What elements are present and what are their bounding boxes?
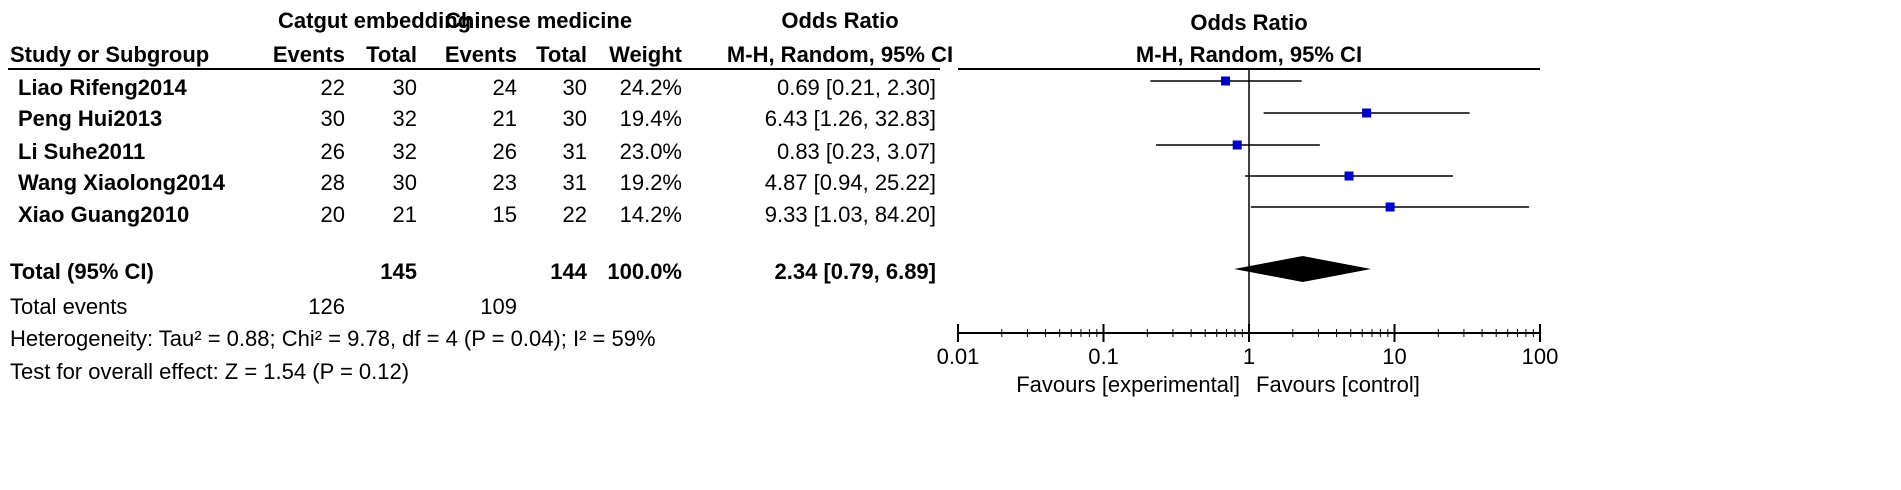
study-name: Li Suhe2011 [18,139,146,164]
total1-cell: 21 [392,202,417,227]
total-events2-cell: 109 [480,294,517,319]
total2-cell: 22 [562,202,587,227]
header-underline [8,68,940,70]
favours-left-label: Favours [experimental] [1016,372,1240,397]
point-estimate-marker [1232,140,1242,150]
x-tick-label: 1 [1243,344,1255,369]
overall-effect-text: Test for overall effect: Z = 1.54 (P = 0… [10,359,410,384]
events1-cell: 30 [320,106,345,131]
total2-cell: 30 [562,106,587,131]
study-name: Xiao Guang2010 [18,202,190,227]
events1-cell: 28 [320,170,345,195]
study-name: Peng Hui2013 [18,106,163,131]
ci-cell: 0.69 [0.21, 2.30] [776,75,936,100]
col-weight-header: Weight [609,42,682,67]
plot-title: Odds Ratio [1190,10,1307,35]
events2-cell: 24 [492,75,517,100]
point-estimate-marker [1362,108,1372,118]
events2-cell: 23 [492,170,517,195]
total1-cell: 30 [392,75,417,100]
total-ci-cell: 2.34 [0.79, 6.89] [774,259,936,284]
x-tick-label: 10 [1382,344,1406,369]
weight-cell: 24.2% [619,75,682,100]
weight-cell: 14.2% [619,202,682,227]
x-tick-label: 0.01 [937,344,980,369]
or-table-header: Odds Ratio [781,8,899,33]
col-study-header: Study or Subgroup [10,42,210,67]
total2-cell: 30 [562,75,587,100]
group1-header: Catgut embedding [278,8,472,33]
events2-cell: 26 [492,139,517,164]
col-events2-header: Events [444,42,517,67]
total-label: Total (95% CI) [10,259,154,284]
ci-cell: 4.87 [0.94, 25.22] [764,170,936,195]
heterogeneity-text: Heterogeneity: Tau² = 0.88; Chi² = 9.78,… [10,326,656,351]
total2-cell: 144 [550,259,587,284]
study-name: Liao Rifeng2014 [18,75,187,100]
ci-cell: 0.83 [0.23, 3.07] [776,139,936,164]
x-tick-label: 100 [1522,344,1559,369]
weight-cell: 19.2% [619,170,682,195]
ci-cell: 9.33 [1.03, 84.20] [764,202,936,227]
group2-header: Chinese medicine [445,8,633,33]
col-events1-header: Events [272,42,345,67]
total2-cell: 31 [562,170,587,195]
col-total2-header: Total [536,42,587,67]
total-events-label: Total events [10,294,128,319]
total1-cell: 30 [392,170,417,195]
events1-cell: 20 [320,202,345,227]
total2-cell: 31 [562,139,587,164]
total1-cell: 32 [392,139,417,164]
events1-cell: 22 [320,75,345,100]
total1-cell: 145 [380,259,417,284]
point-estimate-marker [1385,202,1395,212]
weight-cell: 19.4% [619,106,682,131]
col-total1-header: Total [366,42,417,67]
ci-cell: 6.43 [1.26, 32.83] [764,106,936,131]
x-tick-label: 0.1 [1088,344,1119,369]
favours-right-label: Favours [control] [1256,372,1420,397]
total-weight-cell: 100.0% [607,259,682,284]
events1-cell: 26 [320,139,345,164]
plot-subtitle: M-H, Random, 95% CI [1136,42,1362,67]
total-events1-cell: 126 [308,294,345,319]
pooled-diamond [1234,256,1371,282]
point-estimate-marker [1344,171,1354,181]
events2-cell: 15 [492,202,517,227]
weight-cell: 23.0% [619,139,682,164]
events2-cell: 21 [492,106,517,131]
total1-cell: 32 [392,106,417,131]
point-estimate-marker [1221,76,1231,86]
col-ci-header: M-H, Random, 95% CI [726,42,954,67]
study-name: Wang Xiaolong2014 [18,170,226,195]
